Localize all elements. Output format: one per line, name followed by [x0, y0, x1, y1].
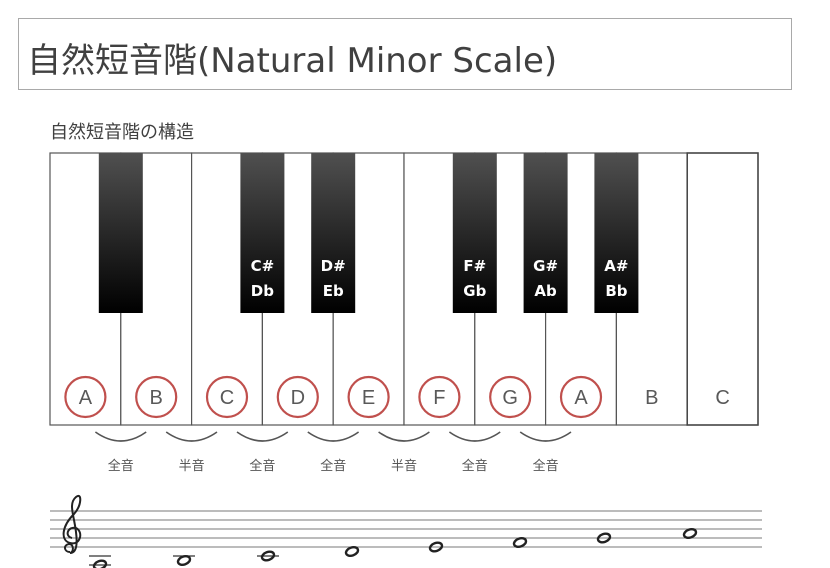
interval-arc: [165, 431, 218, 442]
interval-label: 全音: [320, 458, 346, 474]
interval-label: 全音: [108, 458, 134, 474]
black-key-sharp-label: D#: [321, 257, 346, 275]
white-key-c: [686, 152, 759, 426]
black-key: [240, 153, 285, 313]
black-key-sharp-label: A#: [604, 257, 628, 275]
interval-arc: [448, 431, 501, 442]
black-key-flat-label: Gb: [463, 282, 486, 300]
white-key-label: B: [150, 387, 163, 409]
staff-note: [89, 555, 111, 568]
staff-note: [596, 532, 612, 544]
black-key-flat-label: Bb: [605, 282, 627, 300]
black-key: [452, 153, 497, 313]
scale-note-circle: [347, 375, 390, 419]
staff-note: [428, 541, 444, 553]
black-key: [98, 153, 143, 313]
black-keys: C# Db D# Eb F# Gb G# Ab A# Bb: [98, 153, 639, 313]
black-key-sharp-label: F#: [463, 257, 486, 275]
black-key-sharp-label: G#: [533, 257, 558, 275]
interval-label: 半音: [179, 458, 205, 474]
interval-arc: [519, 431, 572, 442]
interval-label: 全音: [462, 458, 488, 474]
white-key-label: F: [433, 387, 445, 409]
music-staff: [50, 494, 762, 568]
interval-label: 半音: [391, 458, 417, 474]
interval-markers: 全音 半音 全音 全音 半音 全音 全音: [94, 431, 572, 474]
interval-arc: [236, 431, 289, 442]
staff-note: [682, 527, 698, 540]
black-key-flat-label: Eb: [323, 282, 344, 300]
black-key-flat-label: Db: [251, 282, 274, 300]
black-key-flat-label: Ab: [534, 282, 557, 300]
scale-note-circle: [205, 375, 249, 419]
black-key: [523, 153, 568, 313]
white-key-label: A: [574, 387, 588, 409]
white-key-label: B: [645, 387, 658, 409]
interval-arc: [378, 431, 430, 442]
staff-note: [344, 545, 360, 558]
white-key-label: G: [502, 387, 518, 409]
white-key-label: E: [362, 387, 375, 409]
black-key: [311, 153, 356, 313]
staff-note: [512, 536, 528, 549]
interval-arc: [307, 431, 360, 442]
black-key-sharp-label: C#: [251, 257, 275, 275]
scale-note-circle: [489, 375, 532, 419]
scale-note-circle: [418, 375, 461, 419]
staff-note: [173, 554, 195, 567]
interval-arc: [94, 431, 147, 442]
scale-note-circle: [276, 375, 319, 419]
white-key-label: C: [715, 387, 729, 409]
white-key-label: A: [79, 387, 93, 409]
scale-note-circle: [135, 375, 178, 419]
staff-note: [257, 550, 279, 562]
white-key-label: C: [220, 387, 234, 409]
scale-note-circle: [559, 375, 603, 419]
scale-note-circle: [64, 375, 107, 419]
page-title: 自然短音階(Natural Minor Scale): [27, 41, 558, 81]
treble-clef-icon: [62, 494, 82, 554]
interval-label: 全音: [533, 458, 559, 474]
title-box: 自然短音階(Natural Minor Scale): [18, 18, 792, 90]
black-key: [594, 153, 639, 313]
interval-label: 全音: [249, 458, 275, 474]
diagram-subtitle: 自然短音階の構造: [50, 122, 194, 143]
last-key-outline: [686, 152, 759, 426]
white-key-label: D: [291, 387, 305, 409]
